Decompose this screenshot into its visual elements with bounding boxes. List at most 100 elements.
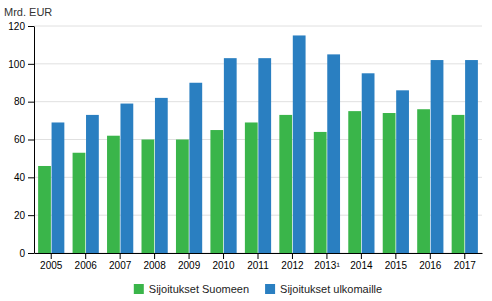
bar xyxy=(38,166,51,253)
y-tick: 120 xyxy=(8,21,34,32)
x-tick: 2012 xyxy=(281,253,304,271)
bar-series xyxy=(52,35,478,253)
x-tick-label: 2008 xyxy=(143,260,166,271)
legend-item: Sijoitukset ulkomaille xyxy=(265,283,382,295)
x-tick: 2017 xyxy=(454,253,477,271)
x-axis: 2005 2006 2007 2008 2009 2010 2011 2012 2013¹ 201… xyxy=(35,253,483,271)
x-tick-mark xyxy=(395,253,396,259)
grid xyxy=(34,26,482,253)
bar xyxy=(327,54,340,253)
bars xyxy=(38,35,478,253)
x-tick: 2006 xyxy=(75,253,98,271)
bar xyxy=(120,104,133,253)
x-tick-label: 2013¹ xyxy=(314,260,340,271)
y-tick-label: 40 xyxy=(14,172,26,183)
bar xyxy=(465,60,478,253)
x-tick-mark xyxy=(464,253,465,259)
legend-swatch xyxy=(134,284,144,294)
x-tick: 2009 xyxy=(178,253,201,271)
x-tick-label: 2009 xyxy=(178,260,201,271)
y-tick-label: 80 xyxy=(14,96,26,107)
y-tick-mark xyxy=(28,64,34,65)
x-tick-mark xyxy=(51,253,52,259)
x-tick-label: 2014 xyxy=(350,260,373,271)
legend-swatch xyxy=(265,284,275,294)
bar xyxy=(86,115,99,253)
bar xyxy=(279,115,292,253)
bar xyxy=(73,153,86,253)
x-tick-mark xyxy=(120,253,121,259)
bar xyxy=(224,58,237,253)
bar xyxy=(189,83,202,253)
x-tick: 2011 xyxy=(247,253,269,271)
y-tick-mark xyxy=(28,253,34,254)
bar xyxy=(348,111,361,253)
x-tick: 2013¹ xyxy=(314,253,340,271)
x-tick: 2005 xyxy=(40,253,63,271)
y-tick-mark xyxy=(28,102,34,103)
bar xyxy=(52,122,65,253)
bar xyxy=(383,113,396,253)
y-tick: 60 xyxy=(14,134,34,145)
bar xyxy=(210,130,223,253)
y-tick: 20 xyxy=(14,210,34,221)
y-tick-label: 120 xyxy=(8,21,25,32)
y-unit-label: Mrd. EUR xyxy=(4,6,52,18)
chart: Mrd. EUR02040608010012020052006200720082… xyxy=(0,0,492,301)
x-tick: 2015 xyxy=(385,253,408,271)
bar xyxy=(258,58,271,253)
bar xyxy=(431,60,444,253)
bar xyxy=(452,115,465,253)
y-tick-label: 100 xyxy=(8,59,25,70)
y-tick: 80 xyxy=(14,96,34,107)
y-tick-mark xyxy=(28,140,34,141)
x-tick-mark xyxy=(223,253,224,259)
grid-line xyxy=(34,26,482,27)
x-tick-label: 2006 xyxy=(75,260,98,271)
x-tick: 2010 xyxy=(212,253,235,271)
bar xyxy=(362,73,375,253)
x-tick: 2016 xyxy=(419,253,442,271)
x-tick: 2007 xyxy=(109,253,132,271)
x-tick-mark xyxy=(154,253,155,259)
legend-label: Sijoitukset Suomeen xyxy=(149,283,249,295)
bar xyxy=(417,109,430,253)
legend: Sijoitukset Suomeen Sijoitukset ulkomaill… xyxy=(134,283,382,295)
bar xyxy=(314,132,327,253)
y-tick-label: 0 xyxy=(19,248,25,259)
y-tick-mark xyxy=(28,26,34,27)
bar xyxy=(107,136,120,253)
x-tick-mark xyxy=(85,253,86,259)
x-tick-mark xyxy=(258,253,259,259)
x-tick-mark xyxy=(430,253,431,259)
x-tick-label: 2016 xyxy=(419,260,442,271)
legend-item: Sijoitukset Suomeen xyxy=(134,283,249,295)
y-tick-mark xyxy=(28,215,34,216)
y-tick-label: 60 xyxy=(14,134,26,145)
x-tick-label: 2015 xyxy=(385,260,408,271)
x-tick: 2014 xyxy=(350,253,373,271)
bar xyxy=(293,35,306,253)
grid-line xyxy=(34,101,482,102)
y-axis: 0 20 40 60 80 100 120 xyxy=(8,21,34,259)
grid-line xyxy=(34,63,482,64)
y-tick-mark xyxy=(28,177,34,178)
plot: 0204060801001202005200620072008200920102… xyxy=(8,21,482,271)
bar xyxy=(142,140,155,254)
legend-label: Sijoitukset ulkomaille xyxy=(280,283,382,295)
x-tick-label: 2010 xyxy=(212,260,235,271)
bar xyxy=(176,140,189,254)
x-tick-label: 2011 xyxy=(247,260,269,271)
bar xyxy=(396,90,409,253)
x-tick-mark xyxy=(326,253,327,259)
grid-line xyxy=(34,139,482,140)
x-tick-label: 2005 xyxy=(40,260,63,271)
x-tick-label: 2012 xyxy=(281,260,304,271)
grid-line xyxy=(34,177,482,178)
y-tick: 100 xyxy=(8,59,34,70)
x-tick-label: 2007 xyxy=(109,260,132,271)
x-tick: 2008 xyxy=(143,253,166,271)
bar xyxy=(155,98,168,253)
y-tick: 0 xyxy=(19,248,34,259)
x-tick-label: 2017 xyxy=(454,260,477,271)
